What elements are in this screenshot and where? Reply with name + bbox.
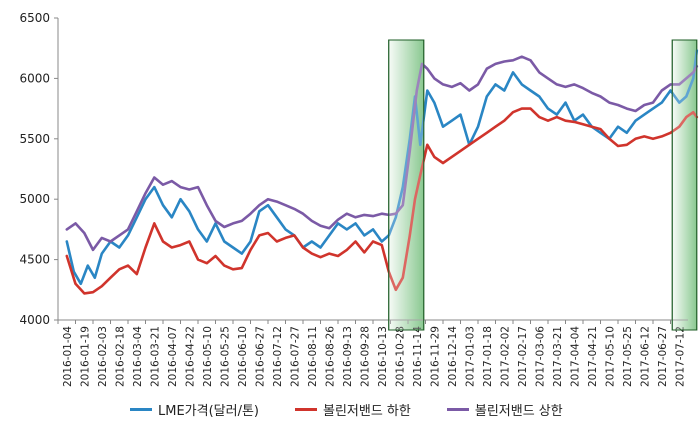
x-tick-label: 2017-04-21 <box>587 326 599 387</box>
legend-item-lme: LME가격(달러/톤) <box>130 400 259 419</box>
x-tick-label: 2017-06-27 <box>657 326 669 387</box>
x-tick-label: 2016-05-25 <box>219 326 231 387</box>
x-tick-label: 2016-12-14 <box>447 326 459 387</box>
y-tick-label: 6000 <box>19 71 50 85</box>
x-tick-label: 2017-05-25 <box>622 326 634 387</box>
legend-label-lower-band: 볼린저밴드 하한 <box>323 404 411 419</box>
x-tick-label: 2017-03-21 <box>552 326 564 387</box>
y-tick-label: 5500 <box>19 132 50 146</box>
series-line-2 <box>65 55 699 252</box>
x-tick-label: 2016-01-19 <box>79 326 91 387</box>
x-tick-label: 2016-07-27 <box>289 326 301 387</box>
x-tick-label: 2016-06-10 <box>237 326 249 387</box>
x-tick-label: 2016-11-29 <box>429 326 441 387</box>
y-tick-label: 6500 <box>19 11 50 25</box>
x-tick-label: 2017-01-18 <box>482 326 494 387</box>
x-tick-label: 2017-04-04 <box>569 326 581 387</box>
y-tick-label: 4000 <box>19 313 50 327</box>
highlight-box <box>671 39 698 331</box>
legend-swatch-lme <box>130 408 152 411</box>
legend-item-lower-band: 볼린저밴드 하한 <box>295 400 411 419</box>
x-tick-label: 2017-02-02 <box>499 326 511 387</box>
x-tick-label: 2016-08-26 <box>324 326 336 387</box>
highlight-layer <box>388 39 698 331</box>
x-tick-label: 2017-07-12 <box>674 326 686 387</box>
series-line-1 <box>65 107 699 295</box>
x-tick-label: 2017-02-17 <box>517 326 529 387</box>
x-tick-label: 2016-07-12 <box>272 326 284 387</box>
x-tick-label: 2016-05-10 <box>202 326 214 387</box>
x-tick-label: 2017-05-10 <box>604 326 616 387</box>
series-layer <box>65 39 699 331</box>
y-tick-label: 5000 <box>19 192 50 206</box>
y-tick-label: 4500 <box>19 253 50 267</box>
x-tick-label: 2016-01-04 <box>62 326 74 387</box>
x-tick-label: 2016-08-11 <box>307 326 319 387</box>
legend-swatch-upper-band <box>446 408 469 411</box>
x-tick-label: 2017-01-03 <box>464 326 476 387</box>
legend-label-lme: LME가격(달러/톤) <box>158 404 259 419</box>
x-tick-label: 2016-03-04 <box>132 326 144 387</box>
highlight-overlay <box>671 39 698 331</box>
legend-swatch-lower-band <box>295 408 317 411</box>
axes-layer: 4000 4500 5000 5500 6000 6500 2016-01-04 2016-0… <box>19 11 688 387</box>
x-tick-label: 2016-10-28 <box>394 326 406 387</box>
legend-item-upper-band: 볼린저밴드 상한 <box>446 400 563 419</box>
x-tick-label: 2016-09-13 <box>342 326 354 387</box>
x-tick-label: 2016-02-18 <box>114 326 126 387</box>
x-tick-label: 2016-10-13 <box>377 326 389 387</box>
legend-label-upper-band: 볼린저밴드 상한 <box>474 404 563 419</box>
x-tick-label: 2016-06-27 <box>254 326 266 387</box>
x-tick-label: 2016-04-22 <box>184 326 196 387</box>
x-tick-label: 2016-02-03 <box>97 326 109 387</box>
x-tick-label: 2017-03-06 <box>534 326 546 387</box>
x-tick-label: 2016-09-28 <box>359 326 371 387</box>
highlight-overlay <box>388 39 425 331</box>
x-tick-label: 2016-11-14 <box>412 326 424 387</box>
x-tick-label: 2016-03-21 <box>149 326 161 387</box>
legend: LME가격(달러/톤) 볼린저밴드 하한 볼린저밴드 상한 <box>130 400 563 419</box>
x-tick-label: 2017-06-12 <box>639 326 651 387</box>
x-tick-label: 2016-04-07 <box>167 326 179 387</box>
